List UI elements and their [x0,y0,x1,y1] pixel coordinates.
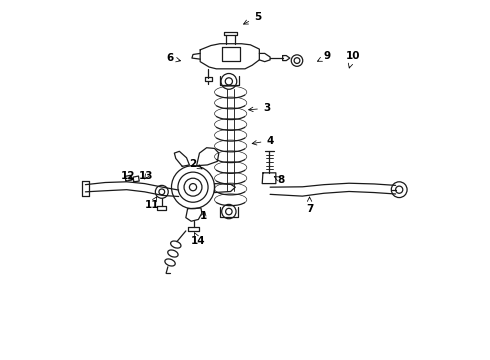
Text: 10: 10 [345,51,360,68]
Text: 5: 5 [244,12,261,24]
Text: 1: 1 [200,211,207,221]
Text: 4: 4 [252,136,274,145]
Text: 3: 3 [248,103,270,113]
Text: 6: 6 [166,53,180,63]
Text: 13: 13 [139,171,154,181]
Text: 7: 7 [306,197,313,214]
Text: 2: 2 [189,159,202,169]
Text: 8: 8 [274,175,285,185]
Text: 12: 12 [121,171,136,181]
Text: 11: 11 [145,197,159,210]
Text: 9: 9 [318,51,331,61]
Text: 14: 14 [191,233,206,246]
